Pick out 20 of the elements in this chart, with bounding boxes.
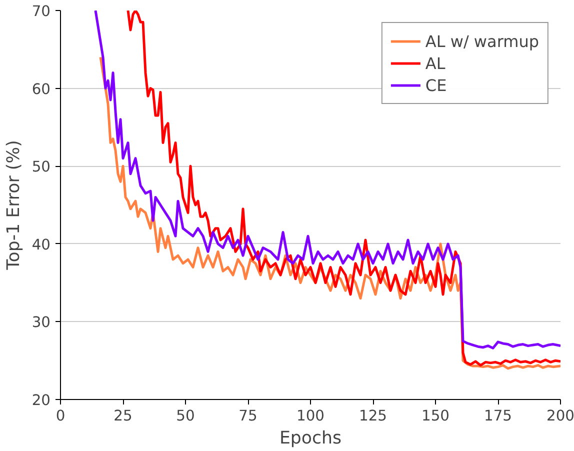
x-tick-label: 150 (422, 408, 450, 424)
y-tick-label: 50 (32, 158, 51, 176)
x-tick-label: 125 (359, 408, 387, 424)
x-tick-label: 75 (238, 408, 258, 424)
y-tick-label: 30 (32, 314, 51, 332)
x-tick-label: 50 (176, 408, 195, 424)
legend-label: CE (425, 76, 447, 94)
y-tick-label: 60 (32, 80, 51, 98)
legend-label: AL (425, 54, 446, 72)
x-tick-label: 25 (114, 408, 132, 424)
y-tick-label: 70 (32, 3, 51, 20)
legend-label: AL w/ warmup (425, 32, 539, 50)
y-tick-label: 20 (32, 392, 51, 409)
x-tick-label: 100 (296, 408, 324, 424)
x-tick-label: 200 (546, 408, 574, 424)
y-tick-label: 40 (32, 236, 51, 254)
x-tick-label: 175 (484, 408, 512, 424)
x-tick-label: 0 (56, 408, 66, 424)
x-axis-title: Epochs (279, 428, 342, 448)
y-axis-title: Top-1 Error (%) (4, 140, 24, 271)
